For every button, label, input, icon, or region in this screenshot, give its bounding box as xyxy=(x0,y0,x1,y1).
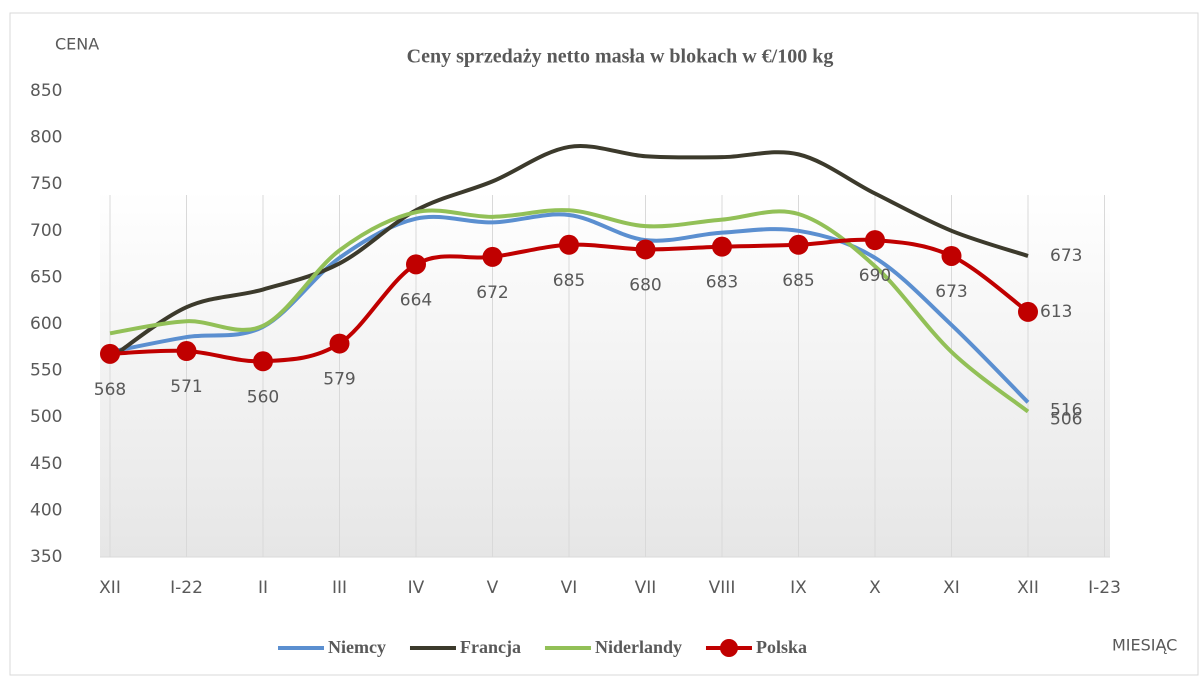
x-tick-label: VI xyxy=(561,578,578,598)
x-tick-label: VII xyxy=(635,578,657,598)
x-tick-label: X xyxy=(869,578,881,598)
x-tick-label: VIII xyxy=(709,578,736,598)
data-point xyxy=(712,236,732,257)
data-label: 690 xyxy=(859,266,891,286)
data-point xyxy=(559,234,579,255)
y-tick-label: 700 xyxy=(30,221,62,241)
x-tick-label: IX xyxy=(790,578,807,598)
data-label: 683 xyxy=(706,273,738,293)
data-label: 516 xyxy=(1050,400,1082,420)
y-tick-label: 600 xyxy=(30,314,62,334)
x-axis-label: MIESIĄC xyxy=(1112,636,1177,655)
data-label: 685 xyxy=(782,271,814,291)
legend-label: Niemcy xyxy=(328,637,386,657)
y-axis-label: CENA xyxy=(55,35,99,54)
data-label: 568 xyxy=(94,380,126,400)
data-point xyxy=(329,333,350,354)
data-label: 571 xyxy=(170,377,202,397)
x-tick-label: XII xyxy=(99,578,121,598)
data-point xyxy=(253,351,273,372)
data-label: 673 xyxy=(935,282,967,302)
legend-item: Polska xyxy=(705,637,807,657)
y-tick-label: 750 xyxy=(30,174,62,194)
data-label: 664 xyxy=(400,290,432,310)
data-label: 506 xyxy=(1050,410,1082,430)
legend-item: Francja xyxy=(409,637,521,657)
y-tick-label: 500 xyxy=(30,407,62,427)
x-tick-label: I-23 xyxy=(1088,578,1121,598)
legend-item: Niderlandy xyxy=(544,637,682,657)
legend-item: Niemcy xyxy=(278,637,386,657)
data-point xyxy=(482,246,503,267)
x-tick-label: XII xyxy=(1017,578,1039,598)
x-tick-label: I-22 xyxy=(170,578,203,598)
y-tick-label: 800 xyxy=(30,128,62,148)
legend-label: Polska xyxy=(756,637,807,657)
data-label: 560 xyxy=(247,387,279,407)
y-tick-label: 400 xyxy=(30,500,62,520)
y-tick-label: 850 xyxy=(30,81,62,101)
legend-label: Niderlandy xyxy=(595,637,682,657)
data-point xyxy=(176,341,197,362)
data-label: 673 xyxy=(1050,246,1082,266)
x-tick-label: V xyxy=(487,578,499,598)
y-tick-label: 550 xyxy=(30,361,62,381)
series-line xyxy=(109,208,1030,414)
y-tick-label: 450 xyxy=(30,454,62,474)
data-point xyxy=(788,234,809,255)
legend-marker xyxy=(719,639,738,657)
data-point xyxy=(100,343,120,364)
data-point xyxy=(865,230,885,251)
data-label: 680 xyxy=(629,275,661,295)
series-line xyxy=(108,144,1029,361)
legend-label: Francja xyxy=(460,637,521,657)
x-tick-label: II xyxy=(258,578,268,598)
data-point xyxy=(406,254,426,275)
y-tick-label: 650 xyxy=(30,267,62,287)
data-label: 579 xyxy=(323,370,355,390)
data-label: 685 xyxy=(553,271,585,291)
data-label: 672 xyxy=(476,283,508,303)
x-tick-label: XI xyxy=(943,578,960,598)
data-point xyxy=(941,245,962,266)
data-point xyxy=(1018,301,1038,322)
x-tick-label: IV xyxy=(408,578,425,598)
x-tick-label: III xyxy=(332,578,347,598)
data-label: 613 xyxy=(1040,302,1072,322)
chart-title: Ceny sprzedaży netto masła w blokach w €… xyxy=(407,46,834,68)
data-point xyxy=(635,239,656,260)
y-tick-label: 350 xyxy=(30,547,62,567)
